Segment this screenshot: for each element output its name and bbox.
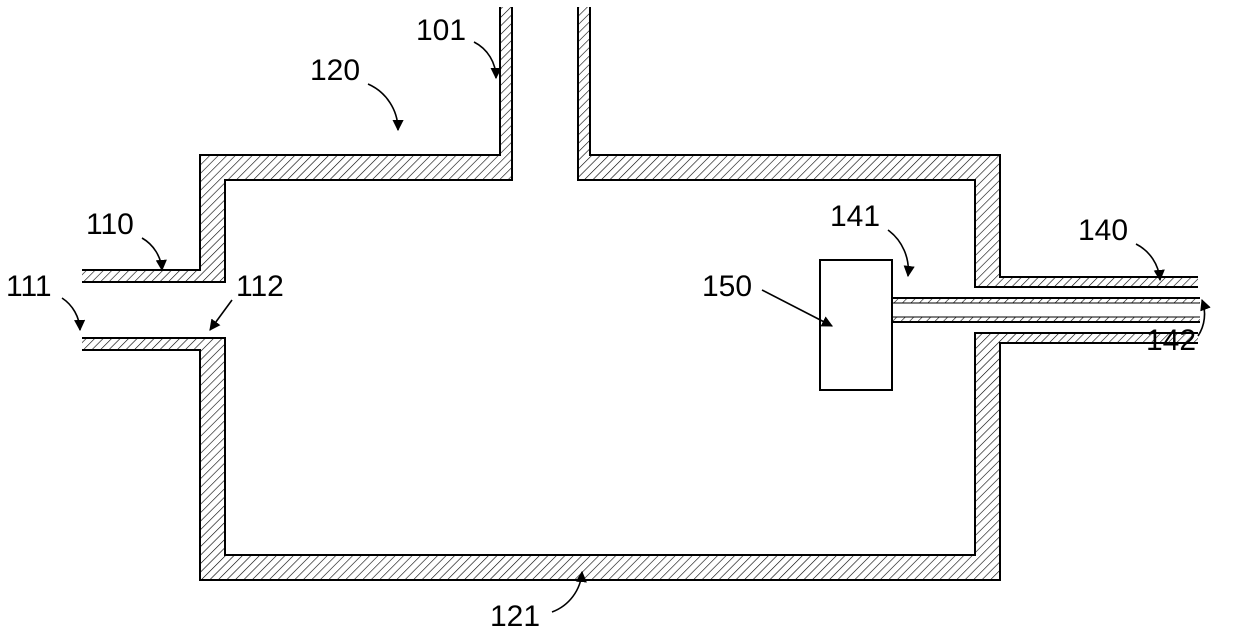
label-110: 110 [86, 208, 134, 241]
label-112: 112 [236, 270, 284, 303]
label-150: 150 [702, 270, 752, 303]
leader-120 [368, 84, 398, 130]
leader-111 [62, 298, 80, 330]
label-121: 121 [490, 600, 540, 633]
leader-140 [1136, 244, 1160, 280]
label-141: 141 [830, 200, 880, 233]
label-142: 142 [1146, 324, 1196, 357]
leader-110 [142, 238, 162, 270]
label-101: 101 [416, 14, 466, 47]
label-140: 140 [1078, 214, 1128, 247]
leader-112 [210, 300, 232, 330]
leader-101 [474, 42, 496, 78]
label-111: 111 [6, 270, 52, 303]
engineering-diagram: 101 120 110 111 112 121 150 141 140 142 [0, 0, 1240, 637]
label-120: 120 [310, 54, 360, 87]
